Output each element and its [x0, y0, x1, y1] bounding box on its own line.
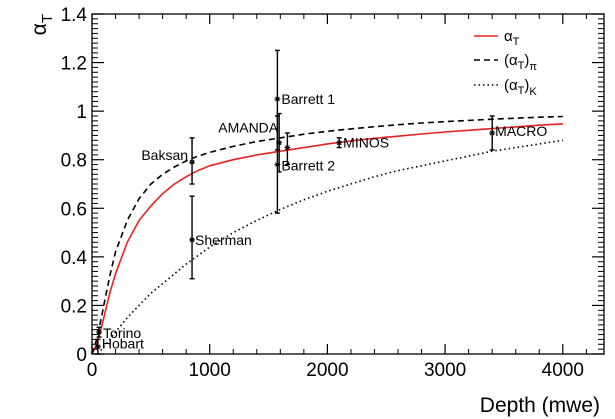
- point-label: AMANDA: [218, 120, 279, 136]
- point-label: Baksan: [141, 147, 188, 163]
- x-tick-label: 1000: [189, 360, 231, 381]
- curve-dashed: [91, 115, 563, 355]
- legend-label: αT: [504, 28, 520, 48]
- data-point: [284, 132, 291, 166]
- point-marker: [189, 159, 196, 166]
- y-axis-title-main: α: [28, 23, 51, 35]
- data-point: Torino: [96, 325, 141, 341]
- ticks-layer: 0 1000 2000 3000 4000 0 0.2 0.4 0.6 0.8 1 1.2 1.4: [61, 5, 604, 381]
- legend: αT (αT)π (αT)K: [474, 28, 537, 98]
- point-marker: [189, 236, 196, 243]
- y-tick-label: 0: [76, 345, 87, 366]
- data-point: Hobart: [94, 336, 144, 355]
- y-tick-label: 0.8: [61, 151, 87, 172]
- point-marker: [284, 144, 291, 151]
- x-tick-label: 0: [87, 360, 98, 381]
- point-label: Sherman: [195, 232, 252, 248]
- point-label: Hobart: [102, 336, 144, 352]
- point-label: MACRO: [495, 123, 547, 139]
- point-marker: [276, 139, 283, 146]
- data-point: Barrett 2: [274, 115, 335, 214]
- point-marker: [489, 130, 496, 136]
- svg-text:αT: αT: [28, 14, 56, 35]
- y-axis-title-sub: T: [39, 14, 56, 23]
- point-marker: [336, 139, 343, 146]
- legend-label: (αT)π: [504, 52, 537, 73]
- point-label: Barrett 1: [281, 91, 335, 107]
- x-tick-label: 3000: [424, 360, 466, 381]
- y-axis-title: αT: [28, 14, 56, 35]
- x-axis-title: Depth (mwe): [480, 394, 600, 417]
- curves-layer: [91, 115, 563, 355]
- data-point: Barrett 1: [274, 49, 335, 151]
- point-label: Torino: [103, 325, 141, 341]
- data-point: MACRO: [489, 115, 547, 151]
- x-tick-label: 2000: [306, 360, 348, 381]
- legend-label: (αT)K: [504, 77, 537, 98]
- legend-entry: (αT)K: [474, 77, 537, 98]
- y-tick-label: 0.4: [61, 248, 88, 269]
- data-point: Sherman: [189, 195, 252, 280]
- curve-solid: [91, 123, 563, 355]
- y-tick-label: 0.2: [61, 296, 87, 317]
- data-point: Baksan: [141, 137, 196, 185]
- point-marker: [274, 96, 281, 102]
- y-tick-label: 1: [76, 102, 87, 123]
- point-label: Barrett 2: [281, 158, 335, 174]
- x-tick-label: 4000: [542, 360, 584, 381]
- point-marker: [96, 329, 103, 336]
- point-label: MINOS: [343, 135, 389, 151]
- legend-entry: (αT)π: [474, 52, 537, 73]
- point-marker: [274, 161, 281, 168]
- y-tick-label: 1.2: [61, 54, 87, 75]
- data-point: MINOS: [336, 135, 389, 151]
- legend-entry: αT: [474, 28, 520, 48]
- point-marker: [94, 343, 101, 350]
- y-tick-label: 0.6: [61, 199, 87, 220]
- y-tick-label: 1.4: [61, 5, 88, 26]
